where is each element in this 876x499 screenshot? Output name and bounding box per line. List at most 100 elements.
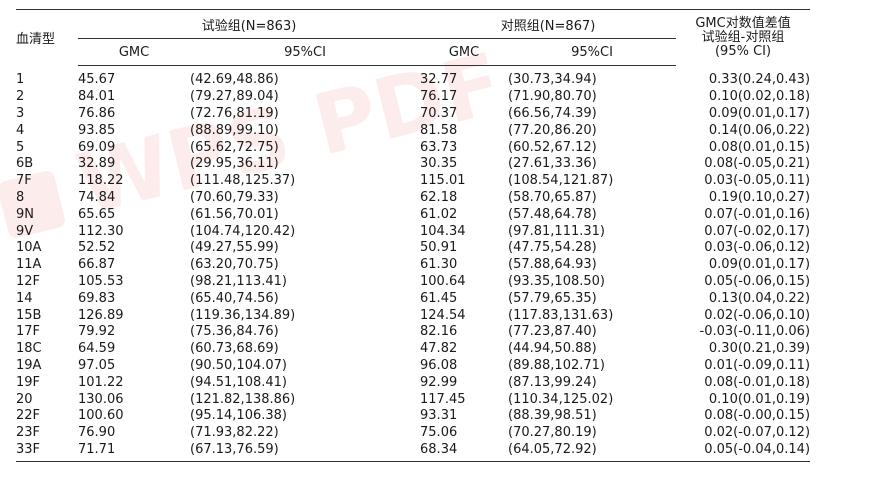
test-gmc-cell: 69.83 <box>78 290 116 306</box>
control-ci-cell: (44.94,50.88) <box>508 341 597 357</box>
control-gmc-cell: 124.54 <box>420 307 466 323</box>
control-ci-cell: (117.83,131.63) <box>508 307 614 323</box>
gmc-diff-cell: 0.19(0.10,0.27) <box>708 189 811 205</box>
test-ci-cell: (104.74,120.42) <box>190 223 296 239</box>
control-gmc-cell: 115.01 <box>420 173 466 189</box>
table-header: 血清型 试验组(N=863) 对照组(N=867) GMC对数值差值 试验组-对… <box>16 9 811 66</box>
test-ci-cell: (65.40,74.56) <box>190 290 279 306</box>
control-gmc-cell: 61.45 <box>420 290 458 306</box>
test-gmc-cell: 97.05 <box>78 357 116 373</box>
control-gmc-cell: 47.82 <box>420 341 458 357</box>
gmc-diff-cell: 0.05(-0.06,0.15) <box>704 273 811 289</box>
gmc-diff-cell: 0.03(-0.05,0.11) <box>704 173 811 189</box>
test-ci-cell: (29.95,36.11) <box>190 156 279 172</box>
control-ci-cell: (77.20,86.20) <box>508 122 597 138</box>
test-gmc-cell: 112.30 <box>78 223 124 239</box>
test-gmc-cell: 130.06 <box>78 391 124 407</box>
gmc-diff-header-line1: GMC对数值差值 <box>695 15 791 31</box>
control-gmc-cell: 50.91 <box>420 240 458 256</box>
gmc-diff-cell: 0.01(-0.09,0.11) <box>704 357 811 373</box>
serotype-cell: 19A <box>16 357 42 373</box>
test-gmc-cell: 101.22 <box>78 374 124 390</box>
gmc-diff-cell: 0.07(-0.02,0.17) <box>704 223 811 239</box>
gmc-diff-cell: 0.10(0.02,0.18) <box>708 89 811 105</box>
test-ci-cell: (49.27,55.99) <box>190 240 279 256</box>
control-ci-cell: (87.13,99.24) <box>508 374 597 390</box>
table-row: 6B 32.89 (29.95,36.11) 30.35 (27.61,33.36) 0.… <box>16 156 810 173</box>
gmc-diff-cell: 0.08(-0.00,0.15) <box>704 408 811 424</box>
test-gmc-cell: 93.85 <box>78 122 116 138</box>
serotype-cell: 23F <box>16 425 41 441</box>
serotype-cell: 6B <box>16 156 34 172</box>
control-ci-cell: (57.48,64.78) <box>508 206 597 222</box>
gmc-diff-cell: 0.14(0.06,0.22) <box>708 122 811 138</box>
table-row: 20 130.06 (121.82,138.86) 117.45 (110.34,125… <box>16 391 810 408</box>
gmc-diff-cell: 0.03(-0.06,0.12) <box>704 240 811 256</box>
control-gmc-cell: 32.77 <box>420 72 458 88</box>
test-gmc-cell: 100.60 <box>78 408 124 424</box>
test-ci-cell: (79.27,89.04) <box>190 89 279 105</box>
table-row: 4 93.85 (88.89,99.10) 81.58 (77.20,86.20) 0.1… <box>16 122 810 139</box>
table-row: 17F 79.92 (75.36,84.76) 82.16 (77.23,87.40) -… <box>16 324 810 341</box>
serotype-cell: 9N <box>16 206 34 222</box>
serotype-cell: 9V <box>16 223 34 239</box>
control-gmc-cell: 82.16 <box>420 324 458 340</box>
serotype-cell: 8 <box>16 189 25 205</box>
test-ci-cell: (60.73,68.69) <box>190 341 279 357</box>
table-row: 19F 101.22 (94.51,108.41) 92.99 (87.13,99.24… <box>16 374 810 391</box>
control-ci-cell: (27.61,33.36) <box>508 156 597 172</box>
control-gmc-cell: 93.31 <box>420 408 458 424</box>
serotype-cell: 14 <box>16 290 33 306</box>
table-row: 5 69.09 (65.62,72.75) 63.73 (60.52,67.12) 0.0… <box>16 139 810 156</box>
gmc-diff-header-line2: 试验组-对照组 <box>701 29 785 45</box>
test-ci-cell: (70.60,79.33) <box>190 189 279 205</box>
control-ci-cell: (110.34,125.02) <box>508 391 614 407</box>
gmc-diff-cell: 0.09(0.01,0.17) <box>708 257 811 273</box>
gmc-diff-cell: 0.09(0.01,0.17) <box>708 105 811 121</box>
serotype-cell: 4 <box>16 122 25 138</box>
table-row: 14 69.83 (65.40,74.56) 61.45 (57.79,65.35) 0.… <box>16 290 810 307</box>
control-ci-cell: (77.23,87.40) <box>508 324 597 340</box>
table-row: 11A 66.87 (63.20,70.75) 61.30 (57.88,64.93) 0… <box>16 257 810 274</box>
table-row: 15B 126.89 (119.36,134.89) 124.54 (117.83,13… <box>16 307 810 324</box>
serotype-gmc-table: 血清型 试验组(N=863) 对照组(N=867) GMC对数值差值 试验组-对… <box>16 9 811 463</box>
test-gmc-cell: 84.01 <box>78 89 116 105</box>
gmc-diff-cell: 0.08(0.01,0.15) <box>708 139 811 155</box>
test-gmc-cell: 118.22 <box>78 173 124 189</box>
serotype-header: 血清型 <box>16 9 78 66</box>
test-gmc-cell: 79.92 <box>78 324 116 340</box>
control-gmc-cell: 75.06 <box>420 425 458 441</box>
test-ci-cell: (61.56,70.01) <box>190 206 279 222</box>
control-gmc-cell: 30.35 <box>420 156 458 172</box>
control-gmc-cell: 68.34 <box>420 441 509 463</box>
control-ci-cell: (30.73,34.94) <box>508 72 597 88</box>
serotype-cell: 15B <box>16 307 42 323</box>
test-ci-cell: (75.36,84.76) <box>190 324 279 340</box>
test-gmc-header: GMC <box>78 38 190 66</box>
table-row: 23F 76.90 (71.93,82.22) 75.06 (70.27,80.19) 0… <box>16 425 810 442</box>
control-gmc-cell: 104.34 <box>420 223 466 239</box>
gmc-diff-cell: 0.02(-0.07,0.12) <box>704 425 811 441</box>
table-row: 7F 118.22 (111.48,125.37) 115.01 (108.54,121… <box>16 173 810 190</box>
test-gmc-cell: 52.52 <box>78 240 116 256</box>
table-row: 2 84.01 (79.27,89.04) 76.17 (71.90,80.70) 0.1… <box>16 89 810 106</box>
test-group-header: 试验组(N=863) <box>78 9 421 39</box>
serotype-cell: 19F <box>16 374 41 390</box>
control-ci-cell: (70.27,80.19) <box>508 425 597 441</box>
control-ci-cell: (64.05,72.92) <box>508 441 677 463</box>
table-row: 18C 64.59 (60.73,68.69) 47.82 (44.94,50.88) 0… <box>16 341 810 358</box>
serotype-cell: 3 <box>16 105 25 121</box>
serotype-cell: 7F <box>16 173 32 189</box>
test-ci-cell: (98.21,113.41) <box>190 273 287 289</box>
gmc-diff-cell: -0.03(-0.11,0.06) <box>699 324 811 340</box>
control-gmc-cell: 63.73 <box>420 139 458 155</box>
control-ci-cell: (88.39,98.51) <box>508 408 597 424</box>
table-row: 19A 97.05 (90.50,104.07) 96.08 (89.88,102.71… <box>16 358 810 375</box>
test-ci-cell: (111.48,125.37) <box>190 173 296 189</box>
serotype-cell: 33F <box>16 441 78 463</box>
control-ci-cell: (93.35,108.50) <box>508 273 605 289</box>
test-ci-cell: (72.76,81.19) <box>190 105 279 121</box>
control-gmc-cell: 61.30 <box>420 257 458 273</box>
control-gmc-cell: 62.18 <box>420 189 458 205</box>
